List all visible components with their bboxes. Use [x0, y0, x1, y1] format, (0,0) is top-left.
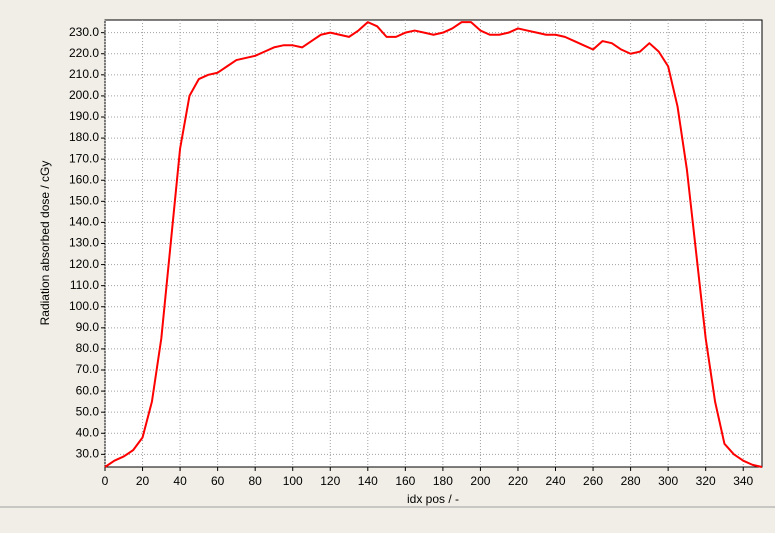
x-tick-label: 0: [102, 474, 109, 488]
x-tick-label: 180: [433, 474, 453, 488]
y-axis-label: Radiation absorbed dose / cGy: [38, 161, 52, 326]
x-axis-label: idx pos / -: [407, 492, 459, 506]
y-tick-label: 110.0: [70, 278, 99, 292]
y-tick-label: 90.0: [76, 320, 100, 334]
y-tick-label: 40.0: [76, 425, 100, 439]
x-tick-label: 80: [248, 474, 262, 488]
x-tick-label: 340: [733, 474, 753, 488]
y-tick-label: 30.0: [76, 447, 100, 461]
x-tick-label: 220: [508, 474, 528, 488]
y-tick-label: 80.0: [76, 341, 100, 355]
x-tick-label: 160: [395, 474, 415, 488]
x-tick-label: 140: [358, 474, 378, 488]
y-tick-label: 60.0: [76, 383, 100, 397]
y-tick-label: 50.0: [76, 404, 100, 418]
x-tick-label: 100: [283, 474, 303, 488]
y-tick-label: 200.0: [69, 88, 99, 102]
x-tick-label: 240: [545, 474, 565, 488]
x-tick-label: 200: [470, 474, 490, 488]
y-tick-label: 100.0: [69, 299, 99, 313]
y-tick-label: 140.0: [69, 215, 99, 229]
y-tick-label: 170.0: [69, 151, 99, 165]
x-tick-label: 300: [658, 474, 678, 488]
x-tick-label: 40: [173, 474, 187, 488]
y-tick-label: 230.0: [69, 25, 99, 39]
x-tick-label: 120: [320, 474, 340, 488]
x-tick-label: 60: [211, 474, 225, 488]
y-tick-label: 70.0: [76, 362, 100, 376]
x-tick-label: 320: [696, 474, 716, 488]
y-tick-label: 120.0: [69, 257, 99, 271]
y-tick-label: 150.0: [69, 194, 99, 208]
x-tick-label: 20: [136, 474, 150, 488]
plot-area: [104, 19, 763, 468]
y-tick-label: 130.0: [69, 236, 99, 250]
y-tick-label: 190.0: [69, 109, 99, 123]
x-tick-label: 260: [583, 474, 603, 488]
data-line: [104, 21, 763, 468]
x-tick-label: 280: [621, 474, 641, 488]
y-tick-label: 160.0: [69, 172, 99, 186]
y-tick-label: 210.0: [69, 67, 99, 81]
y-tick-label: 220.0: [69, 46, 99, 60]
y-tick-label: 180.0: [69, 130, 99, 144]
